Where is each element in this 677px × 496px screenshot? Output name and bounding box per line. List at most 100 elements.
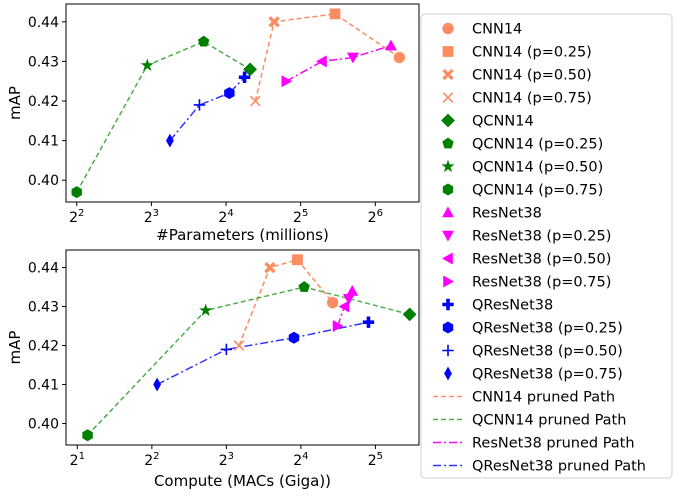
params-point-4	[249, 95, 261, 107]
params-ytick-label-4: 0.43	[28, 54, 59, 70]
legend: CNN14 CNN14 (p=0.25) CNN14 (p=0.50) CNN14 (…	[420, 13, 673, 479]
params-path-1	[254, 13, 400, 102]
compute-xtick-label-5: 25	[368, 451, 383, 469]
compute-ytick-label-4: 0.43	[28, 300, 59, 316]
legend-label-8: QCNN14 (p=0.75)	[472, 183, 603, 199]
compute-point-13	[362, 316, 375, 328]
params-point-6	[197, 35, 210, 47]
legend-label-13: QResNet38	[472, 298, 553, 314]
legend-swatch-7	[441, 159, 455, 173]
params-point-8	[71, 186, 82, 199]
params-xtick-label-5: 26	[368, 208, 383, 226]
params-point-11	[315, 55, 327, 68]
compute-point-6	[298, 281, 310, 292]
legend-swatch-5	[441, 113, 455, 128]
compute-point-5	[402, 307, 417, 322]
params-xtick-label-1: 22	[69, 208, 84, 226]
compute-xtick-label-4: 24	[293, 451, 308, 469]
params-point-7	[140, 58, 154, 71]
params-xtick-label-2: 23	[144, 208, 159, 226]
legend-label-4: CNN14 (p=0.75)	[472, 91, 592, 107]
legend-label-2: CNN14 (p=0.25)	[472, 45, 592, 61]
compute-point-14	[288, 331, 300, 344]
compute-path-4	[156, 321, 369, 386]
compute-point-12	[332, 320, 344, 333]
params-point-15	[193, 99, 206, 111]
legend-label-10: ResNet38 (p=0.25)	[472, 229, 611, 245]
legend-swatch-6	[442, 137, 454, 149]
params-path-4	[169, 76, 246, 142]
compute-point-11	[338, 300, 350, 313]
legend-label-5: QCNN14	[472, 114, 534, 130]
compute-point-7	[199, 303, 213, 317]
legend-swatch-1	[442, 22, 454, 35]
compute-point-8	[82, 429, 93, 442]
legend-label-15: QResNet38 (p=0.50)	[472, 344, 623, 360]
params-ylabel: mAP	[6, 86, 24, 120]
compute-xlabel: Compute (MACs (Giga))	[154, 472, 331, 490]
params-point-2	[329, 8, 341, 20]
params-path-2	[76, 40, 251, 193]
compute-point-16	[153, 377, 161, 392]
legend-swatch-13	[442, 298, 454, 311]
legend-label-11: ResNet38 (p=0.50)	[472, 252, 611, 268]
legend-label-14: QResNet38 (p=0.25)	[472, 321, 623, 337]
params-ytick-label-1: 0.40	[28, 173, 59, 189]
legend-swatch-15	[442, 344, 454, 357]
legend-swatch-4	[442, 92, 454, 103]
legend-label-3: CNN14 (p=0.50)	[472, 68, 592, 84]
legend-label-20: QResNet38 pruned Path	[472, 459, 646, 475]
legend-swatch-10	[442, 230, 454, 242]
params-ytick-label-5: 0.44	[28, 15, 59, 31]
legend-label-12: ResNet38 (p=0.75)	[472, 275, 611, 291]
compute-point-4	[233, 340, 245, 351]
legend-swatch-12	[443, 275, 454, 288]
params-xtick-label-4: 25	[293, 208, 308, 226]
params-point-5	[243, 62, 257, 77]
params-ytick-label-2: 0.41	[28, 134, 59, 150]
params-point-9	[384, 39, 397, 51]
params-point-14	[224, 87, 235, 100]
legend-swatch-16	[444, 366, 452, 381]
legend-label-1: CNN14	[472, 22, 522, 38]
compute-point-15	[220, 343, 233, 356]
params-point-3	[268, 16, 280, 28]
legend-label-16: QResNet38 (p=0.75)	[472, 367, 623, 383]
compute-axes-frame	[65, 249, 420, 446]
legend-label-18: QCNN14 pruned Path	[472, 413, 626, 429]
legend-swatch-8	[442, 183, 454, 196]
compute-path-1	[238, 258, 334, 346]
legend-label-9: ResNet38	[472, 206, 542, 222]
params-axes-frame	[65, 3, 420, 203]
legend-label-7: QCNN14 (p=0.50)	[472, 160, 603, 176]
compute-ytick-label-2: 0.41	[28, 378, 59, 394]
compute-point-3	[264, 261, 276, 274]
compute-xtick-label-2: 22	[144, 451, 159, 469]
compute-ytick-label-5: 0.44	[28, 261, 59, 277]
params-point-12	[281, 75, 293, 88]
legend-frame	[420, 13, 673, 479]
params-path-3	[285, 44, 392, 82]
legend-label-19: ResNet38 pruned Path	[472, 436, 635, 452]
legend-swatch-3	[442, 68, 454, 81]
params-chart: 0.40 0.41 0.42 0.43 0.44 22 23 24 25 26 #Parameter…	[6, 3, 420, 244]
params-xlabel: #Parameters (millions)	[156, 226, 329, 244]
params-point-13	[238, 71, 251, 83]
compute-chart: 0.40 0.41 0.42 0.43 0.44 21 22 23 24 25 Compute (M…	[6, 249, 420, 490]
compute-ylabel: mAP	[6, 331, 24, 365]
params-point-10	[346, 52, 359, 64]
params-ytick-label-3: 0.42	[28, 94, 59, 110]
compute-point-1	[326, 296, 339, 309]
compute-point-10	[342, 293, 355, 305]
params-point-1	[393, 51, 406, 64]
legend-swatch-9	[442, 206, 454, 218]
legend-swatch-14	[442, 321, 454, 334]
compute-point-9	[346, 284, 359, 296]
compute-xtick-label-3: 23	[219, 451, 234, 469]
compute-point-2	[292, 254, 303, 266]
legend-swatch-11	[442, 252, 453, 265]
legend-label-6: QCNN14 (p=0.25)	[472, 137, 603, 153]
legend-swatch-2	[442, 46, 454, 57]
compute-ytick-label-1: 0.40	[28, 417, 59, 433]
